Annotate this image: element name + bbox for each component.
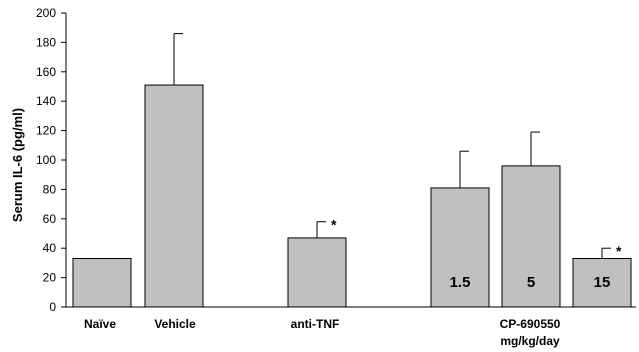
bar: [144, 84, 204, 308]
y-axis: 0 20 40 60 80 100 120 140 160 180 200: [36, 6, 67, 314]
significance-marker: *: [331, 217, 337, 233]
y-tick-label: 160: [36, 65, 56, 79]
x-category-label: anti-TNF: [291, 317, 340, 331]
y-axis-title: Serum IL-6 (pg/ml): [10, 108, 25, 222]
y-tick-label: 40: [43, 241, 57, 255]
x-category-label: Naïve: [84, 317, 116, 331]
bar-dose-label: 5: [527, 274, 535, 291]
y-tick-label: 200: [36, 6, 56, 20]
y-tick-label: 140: [36, 94, 56, 108]
y-tick-label: 180: [36, 35, 56, 49]
bar: [287, 237, 347, 308]
bar-dose-label: 15: [594, 274, 611, 291]
bar-dose-label: 1.5: [450, 274, 471, 291]
y-tick-label: 120: [36, 124, 56, 138]
significance-marker: *: [616, 243, 622, 259]
bar: [72, 257, 132, 308]
x-category-label: CP-690550: [500, 317, 561, 331]
y-tick-label: 20: [43, 271, 57, 285]
y-tick-label: 0: [49, 300, 56, 314]
x-axis: Naïve Vehicle anti-TNF CP-690550 mg/kg/day: [66, 306, 636, 348]
y-tick-label: 100: [36, 153, 56, 167]
x-category-sublabel: mg/kg/day: [500, 334, 560, 348]
x-category-label: Vehicle: [154, 317, 196, 331]
y-tick-label: 80: [43, 182, 57, 196]
bars: * 1.5 5 15 *: [72, 33, 632, 308]
y-tick-label: 60: [43, 212, 57, 226]
bar: [572, 257, 632, 308]
